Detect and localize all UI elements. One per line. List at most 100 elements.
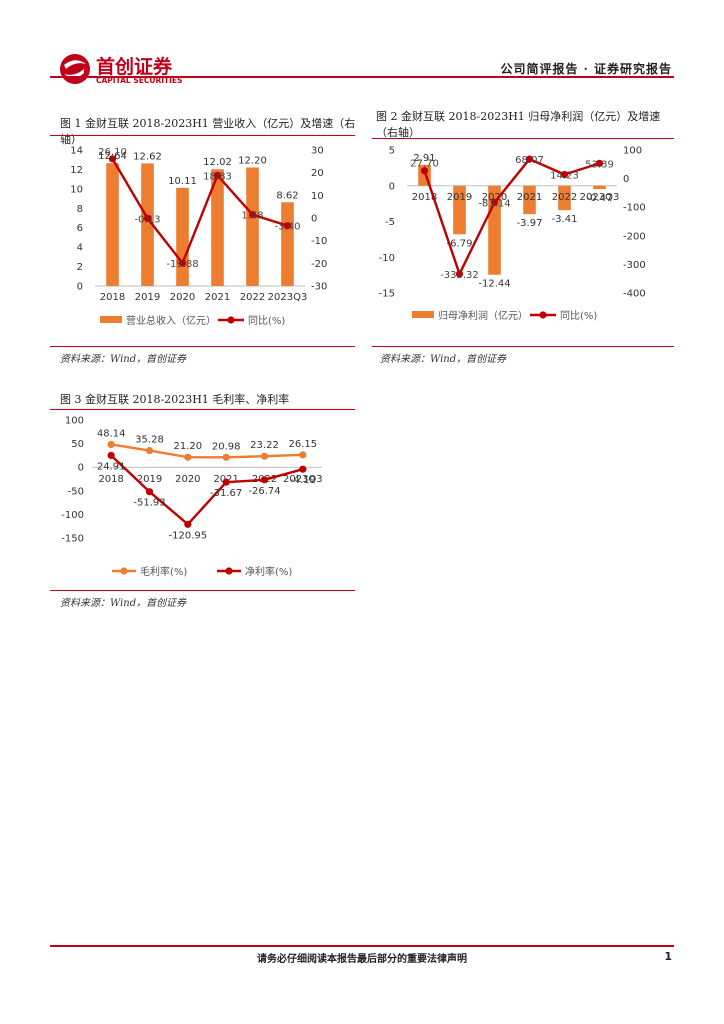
bar <box>593 185 606 190</box>
line-point <box>222 478 230 486</box>
chart-revenue: 0 2 4 6 8 10 12 14 -30 -20 -10 0 10 20 30 2018 2019 2020 2… <box>70 146 327 328</box>
line-point <box>299 465 307 473</box>
x-tick-label: 2021 <box>517 192 542 203</box>
y2-tick-label: -200 <box>623 231 646 242</box>
y-tick-label: 6 <box>77 223 83 234</box>
y2-tick-label: -30 <box>311 282 327 293</box>
line-point <box>222 453 230 461</box>
bar-data-label: 8.62 <box>276 190 298 201</box>
line-point <box>490 198 499 206</box>
y-tick-label: 50 <box>71 439 84 450</box>
legend-swatch-point <box>539 311 547 319</box>
x-tick-label: 2019 <box>447 192 472 203</box>
line-data-label: -3.40 <box>275 222 301 233</box>
series-line <box>111 158 288 266</box>
x-tick-label: 2023Q3 <box>283 474 323 485</box>
brand-en: CAPITAL SECURITIES <box>96 76 182 85</box>
line-point <box>299 451 307 459</box>
page-number: 1 <box>664 950 672 963</box>
x-tick-label: 2018 <box>100 292 125 303</box>
line-point <box>420 167 429 175</box>
line-data-label: -26.74 <box>248 486 280 497</box>
line-data-label: -4.19 <box>290 475 316 486</box>
y-tick-label: 0 <box>77 282 83 293</box>
line-data-label: 24.91 <box>97 461 126 472</box>
line-point <box>248 211 257 219</box>
y-tick-label: 100 <box>65 416 84 427</box>
x-tick-label: 2019 <box>137 474 162 485</box>
bar-data-label: -3.41 <box>552 214 578 225</box>
legend-swatch-point <box>227 316 235 324</box>
bar-data-label: 2.91 <box>413 153 435 164</box>
legend-label: 净利率(%) <box>245 565 292 578</box>
line-data-label: 35.28 <box>135 435 164 446</box>
x-tick-label: 2021 <box>205 292 230 303</box>
series-line <box>423 157 600 278</box>
y2-tick-label: 0 <box>311 214 317 225</box>
figure-2-title: 图 2 金财互联 2018-2023H1 归母净利润（亿元）及增速（右轴） <box>376 110 661 139</box>
legend-label: 归母净利润（亿元） <box>438 309 528 322</box>
line-point <box>184 520 192 528</box>
footer-rule <box>50 945 674 947</box>
legend-label: 营业总收入（亿元） <box>126 314 216 327</box>
figure-1-source: 资料来源：Wind，首创证券 <box>60 354 187 365</box>
line-point <box>595 159 604 167</box>
legend-label: 同比(%) <box>248 315 285 327</box>
line-point <box>455 270 464 278</box>
bar-data-label: -6.79 <box>447 238 473 249</box>
y-tick-label: 2 <box>77 262 83 273</box>
y2-tick-label: -20 <box>311 259 327 270</box>
bar <box>281 202 294 286</box>
bar <box>176 187 189 286</box>
line-data-label: -51.93 <box>133 498 165 509</box>
line-data-label: 48.14 <box>97 428 126 439</box>
line-data-label: 23.22 <box>250 440 279 451</box>
y-tick-label: 10 <box>70 184 83 195</box>
chart-margins: -150-100-5005010020182019202020212022202… <box>61 416 323 579</box>
bar <box>106 163 119 286</box>
y-tick-label: -10 <box>379 253 395 264</box>
figure-1-title: 图 1 金财互联 2018-2023H1 营业收入（亿元）及增速（右轴） <box>60 117 356 146</box>
y2-tick-label: 10 <box>311 191 324 202</box>
x-tick-label: 2018 <box>98 474 123 485</box>
line-point <box>107 451 115 460</box>
y-tick-label: -15 <box>379 289 395 300</box>
y2-tick-label: -100 <box>623 203 646 214</box>
bar <box>211 169 224 286</box>
figure-3-top-rule <box>50 409 355 410</box>
logo-mark-icon <box>60 54 90 84</box>
line-point <box>145 446 154 455</box>
line-point <box>283 222 292 230</box>
line-data-label: 18.83 <box>203 171 232 182</box>
line-point <box>525 155 534 163</box>
y-tick-label: -5 <box>385 217 395 228</box>
x-tick-label: 2022 <box>552 192 577 203</box>
line-data-label: -31.67 <box>210 488 242 499</box>
bar-data-label: -0.47 <box>587 193 613 204</box>
line-data-label: 21.20 <box>174 441 203 452</box>
y2-tick-label: 20 <box>311 168 324 179</box>
line-point <box>145 488 154 496</box>
bar <box>453 185 466 235</box>
line-point <box>260 476 269 484</box>
line-data-label: -19.88 <box>166 259 198 270</box>
y2-tick-label: 100 <box>623 146 642 157</box>
figure-2-source: 资料来源：Wind，首创证券 <box>380 354 507 365</box>
legend-swatch-bar <box>100 316 122 323</box>
legend-label: 同比(%) <box>560 310 597 322</box>
y2-tick-label: -10 <box>311 236 327 247</box>
figure-1-top-rule <box>50 135 355 136</box>
line-point <box>108 155 117 163</box>
series-line <box>110 443 303 459</box>
y2-tick-label: 30 <box>311 146 324 157</box>
legend-label: 毛利率(%) <box>140 565 187 578</box>
page-header: 首创证券 CAPITAL SECURITIES 公司简评报告 · 证券研究报告 <box>50 48 674 88</box>
legend-swatch-point <box>120 567 128 575</box>
line-data-label: 68.07 <box>515 155 544 166</box>
chart-net-profit: -15 -10 -5 0 5 -400 -300 -200 -100 0 100 2018 2019 20… <box>379 146 646 323</box>
line-data-label: 14.23 <box>550 171 579 182</box>
figure-3-source: 资料来源：Wind，首创证券 <box>60 598 187 609</box>
bar-data-label: -12.44 <box>478 279 510 290</box>
line-point <box>184 453 192 461</box>
legal-notice: 请务必仔细阅读本报告最后部分的重要法律声明 <box>257 954 467 965</box>
